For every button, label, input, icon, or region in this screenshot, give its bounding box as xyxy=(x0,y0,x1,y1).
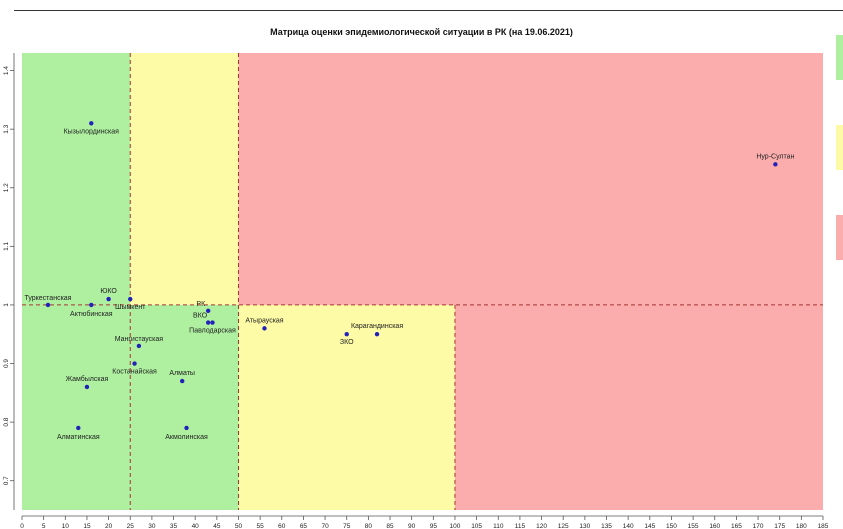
point-label: Кызылординская xyxy=(64,128,120,135)
data-point xyxy=(128,296,133,302)
x-tick-label: 40 xyxy=(192,523,200,529)
point-label: Костанайская xyxy=(112,368,157,376)
zone-green xyxy=(130,304,239,510)
x-tick-label: 5 xyxy=(42,523,46,529)
point-label: РК xyxy=(196,301,206,308)
zones-layer xyxy=(22,53,824,510)
x-tick-label: 0 xyxy=(20,523,24,529)
y-tick-label: 1.3 xyxy=(3,124,10,133)
x-tick-label: 140 xyxy=(623,523,634,529)
data-point xyxy=(45,302,51,308)
data-point xyxy=(210,320,215,325)
x-tick-label: 30 xyxy=(148,523,156,529)
data-point xyxy=(205,320,211,325)
data-point xyxy=(180,378,185,384)
x-tick-label: 120 xyxy=(536,523,547,529)
thresholds-layer xyxy=(22,53,823,510)
x-tick-label: 95 xyxy=(430,523,438,529)
y-tick-label: 0.8 xyxy=(3,417,10,426)
axes-layer: 0 5 10 15 20 25 30 35 40 45 50 55 60 65 70 75 80 85 90 95 10… xyxy=(3,53,829,529)
point-label: ЗКО xyxy=(340,339,354,346)
legend-swatches xyxy=(836,0,843,529)
x-tick-label: 60 xyxy=(278,523,286,529)
x-tick-label: 180 xyxy=(796,523,807,529)
data-point xyxy=(184,425,189,431)
data-point xyxy=(89,302,94,308)
x-tick-label: 55 xyxy=(257,523,265,529)
x-tick-label: 90 xyxy=(408,523,416,529)
x-tick-label: 125 xyxy=(558,523,569,529)
x-tick-label: 145 xyxy=(644,523,655,529)
x-tick-label: 45 xyxy=(213,523,221,529)
point-label: Атырауская xyxy=(245,317,283,324)
data-point xyxy=(76,425,81,431)
data-point xyxy=(262,326,267,331)
x-tick-label: 110 xyxy=(493,523,504,529)
point-label: Актюбинская xyxy=(70,310,113,318)
y-tick-label: 1 xyxy=(3,303,10,307)
data-point xyxy=(89,121,94,126)
y-tick-label: 0.9 xyxy=(3,359,10,368)
x-tick-label: 80 xyxy=(365,523,373,529)
zone-green xyxy=(22,53,131,510)
x-tick-label: 185 xyxy=(818,523,829,529)
y-tick-label: 0.7 xyxy=(3,476,10,485)
legend-swatch xyxy=(836,215,843,260)
point-label: Туркестанская xyxy=(24,295,71,302)
data-point xyxy=(84,384,90,390)
point-label: Карагандинская xyxy=(351,323,403,330)
data-point xyxy=(136,343,142,349)
x-tick-label: 50 xyxy=(235,523,243,529)
x-tick-label: 130 xyxy=(579,523,590,529)
x-tick-label: 25 xyxy=(127,523,135,529)
zone-yellow xyxy=(238,304,455,510)
y-tick-label: 1.2 xyxy=(3,183,10,192)
point-label: Нур-Султан xyxy=(756,153,794,160)
x-tick-label: 70 xyxy=(321,523,329,529)
x-tick-label: 35 xyxy=(170,523,178,529)
x-tick-label: 155 xyxy=(688,523,699,529)
point-label: ВКО xyxy=(193,313,208,320)
x-tick-label: 135 xyxy=(601,523,612,529)
x-tick-label: 20 xyxy=(105,523,113,529)
x-tick-label: 15 xyxy=(83,523,91,529)
x-tick-label: 105 xyxy=(471,523,482,529)
point-label: Алматы xyxy=(169,370,195,377)
x-tick-label: 150 xyxy=(666,523,677,529)
data-point xyxy=(344,332,349,337)
x-tick-label: 165 xyxy=(731,523,742,529)
points-layer: Кызылординская Нур-Султан Туркестанская ЮКО… xyxy=(24,121,795,441)
point-label: Акмолинская xyxy=(165,434,208,441)
point-label: Шымкент xyxy=(115,304,146,311)
legend-swatch xyxy=(836,35,843,80)
data-point xyxy=(205,308,211,313)
point-label: ЮКО xyxy=(100,288,117,295)
data-point xyxy=(106,296,111,302)
x-tick-label: 175 xyxy=(774,523,785,529)
point-label: Мангистауская xyxy=(115,336,164,343)
x-tick-label: 65 xyxy=(300,523,308,529)
zone-yellow xyxy=(130,53,239,305)
y-tick-label: 1.1 xyxy=(3,241,10,250)
data-point xyxy=(374,332,380,337)
zone-red xyxy=(454,304,823,510)
data-point xyxy=(773,162,778,167)
top-frame-line xyxy=(14,10,843,11)
x-tick-label: 85 xyxy=(386,523,394,529)
x-tick-label: 10 xyxy=(62,523,70,529)
x-tick-label: 75 xyxy=(343,523,351,529)
data-point xyxy=(132,361,137,366)
x-tick-label: 170 xyxy=(753,523,764,529)
legend-swatch xyxy=(836,125,843,170)
x-tick-label: 100 xyxy=(450,523,461,529)
zone-red xyxy=(238,53,824,305)
point-label: Павлодарская xyxy=(189,328,236,335)
point-label: Жамбылская xyxy=(66,375,109,383)
y-tick-label: 1.4 xyxy=(3,66,10,75)
x-tick-label: 160 xyxy=(709,523,720,529)
x-tick-label: 115 xyxy=(515,523,526,529)
point-label: Алматинская xyxy=(57,434,100,441)
chart-title: Матрица оценки эпидемиологической ситуац… xyxy=(270,27,573,37)
